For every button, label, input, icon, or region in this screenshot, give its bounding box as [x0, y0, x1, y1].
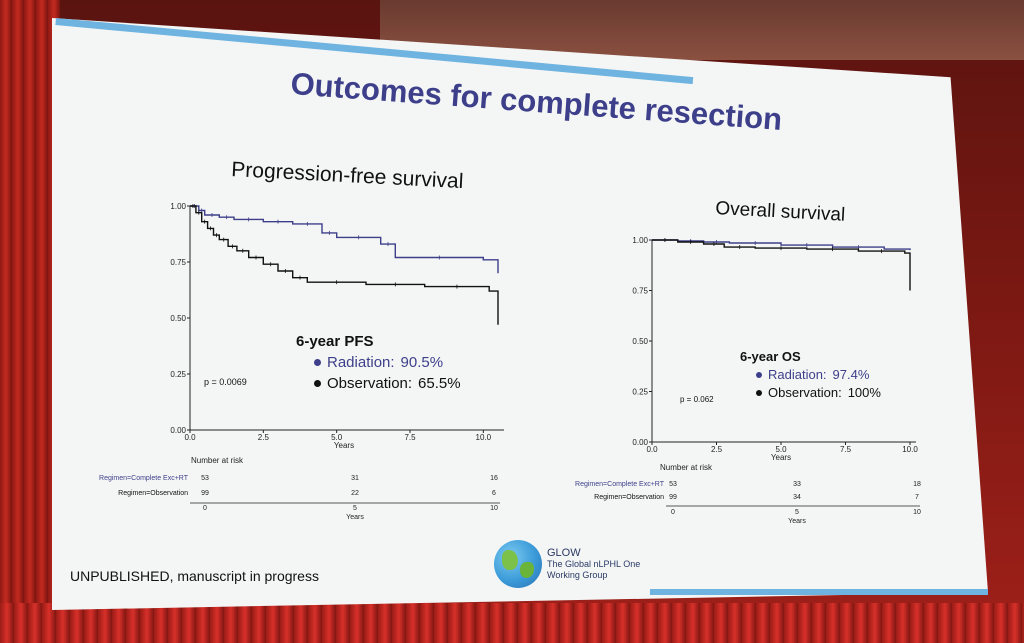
pfs-summary-radiation: Radiation: 90.5%: [314, 354, 461, 371]
pfs-radiation-value: 90.5%: [400, 354, 444, 371]
risk-table-title: Number at risk: [660, 463, 713, 472]
x-tick-label: 5.0: [775, 445, 787, 454]
risk-value: 34: [793, 494, 801, 501]
pfs-observation-label: Observation:: [327, 375, 413, 392]
x-tick-label: 7.5: [840, 445, 852, 454]
footer-note: UNPUBLISHED, manuscript in progress: [70, 568, 319, 584]
radiation-curve: [652, 239, 911, 251]
y-tick-label: 0.75: [170, 258, 186, 267]
y-tick-label: 0.00: [632, 438, 648, 447]
x-tick-label: 10.0: [902, 445, 918, 454]
x-tick-label: 5.0: [331, 433, 343, 442]
pfs-radiation-label: Radiation:: [327, 354, 395, 371]
os-summary-observation: Observation: 100%: [756, 385, 881, 400]
pfs-summary-heading: 6-year PFS: [296, 333, 374, 350]
os-observation-label: Observation:: [768, 385, 842, 400]
pfs-summary-observation: Observation: 65.5%: [314, 375, 461, 392]
risk-value: 22: [351, 490, 359, 497]
x-tick-label: 10.0: [476, 433, 492, 442]
y-tick-label: 0.50: [632, 337, 648, 346]
os-p-value: p = 0.062: [680, 395, 714, 404]
os-summary: 6-year OS Radiation: 97.4% Observation: …: [740, 349, 881, 400]
risk-value: 99: [669, 494, 677, 501]
logo-name: GLOW: [547, 547, 581, 559]
x-axis-title: Years: [334, 441, 354, 450]
logo-line1: The Global nLPHL One: [547, 559, 641, 569]
projection-screen: [52, 18, 988, 610]
risk-table-title: Number at risk: [191, 456, 244, 465]
x-tick-label: 0.0: [646, 445, 658, 454]
y-tick-label: 0.75: [632, 287, 648, 296]
risk-x-axis-title: Years: [346, 514, 364, 521]
radiation-curve: [190, 205, 499, 274]
radiation-dot-icon: [314, 359, 321, 366]
risk-row-label: Regimen=Observation: [118, 490, 188, 497]
pfs-p-value: p = 0.0069: [204, 377, 247, 387]
stage-curtain-bottom: [0, 603, 1024, 643]
risk-x-tick-label: 0: [203, 505, 207, 512]
y-tick-label: 1.00: [170, 202, 186, 211]
os-observation-value: 100%: [847, 385, 881, 400]
x-axis-title: Years: [771, 453, 791, 462]
logo-text: GLOW The Global nLPHL One Working Group: [547, 548, 640, 581]
x-tick-label: 7.5: [404, 433, 416, 442]
risk-value: 33: [793, 481, 801, 488]
risk-x-tick-label: 0: [671, 509, 675, 516]
y-tick-label: 0.25: [632, 388, 648, 397]
observation-curve: [190, 205, 499, 325]
observation-dot-icon: [756, 389, 762, 396]
x-tick-label: 0.0: [184, 433, 196, 442]
os-summary-radiation: Radiation: 97.4%: [756, 367, 881, 382]
pfs-risk-table: Number at risk Regimen=Complete Exc+RT 53 3…: [99, 456, 500, 521]
risk-row-label: Regimen=Complete Exc+RT: [575, 481, 665, 488]
stage-curtain-left: [0, 0, 60, 643]
y-tick-label: 1.00: [632, 236, 648, 245]
accent-bar-bottom: [650, 589, 988, 595]
risk-row-label: Regimen=Observation: [594, 494, 664, 501]
pfs-summary: 6-year PFS Radiation: 90.5% Observation:…: [296, 333, 461, 392]
pfs-plot: 0.00 0.25 0.50 0.75 1.00 0.0 2.5 5.0 7.5 10.0 Year…: [170, 202, 504, 450]
risk-x-tick-label: 5: [353, 505, 357, 512]
risk-value: 6: [492, 490, 496, 497]
risk-x-axis-title: Years: [788, 518, 806, 525]
y-tick-label: 0.50: [170, 314, 186, 323]
risk-value: 99: [201, 490, 209, 497]
risk-value: 18: [913, 481, 921, 488]
risk-x-tick-label: 10: [913, 509, 921, 516]
risk-value: 7: [915, 494, 919, 501]
os-summary-heading: 6-year OS: [740, 349, 801, 364]
os-radiation-value: 97.4%: [832, 367, 870, 382]
x-tick-label: 2.5: [258, 433, 270, 442]
risk-value: 53: [201, 475, 209, 482]
risk-value: 31: [351, 475, 359, 482]
logo-line2: Working Group: [547, 570, 608, 580]
risk-row-label: Regimen=Complete Exc+RT: [99, 475, 189, 482]
observation-curve: [652, 239, 911, 291]
os-radiation-label: Radiation:: [768, 367, 827, 382]
risk-x-tick-label: 5: [795, 509, 799, 516]
pfs-observation-value: 65.5%: [418, 375, 461, 392]
y-tick-label: 0.25: [170, 370, 186, 379]
y-tick-label: 0.00: [170, 426, 186, 435]
observation-dot-icon: [314, 380, 321, 387]
os-plot: 0.00 0.25 0.50 0.75 1.00 0.0 2.5 5.0 7.5 10.0 Year…: [632, 236, 918, 462]
radiation-dot-icon: [756, 371, 762, 378]
risk-value: 53: [669, 481, 677, 488]
risk-x-tick-label: 10: [490, 505, 498, 512]
risk-value: 16: [490, 475, 498, 482]
x-tick-label: 2.5: [711, 445, 723, 454]
globe-logo-icon: [494, 540, 542, 588]
